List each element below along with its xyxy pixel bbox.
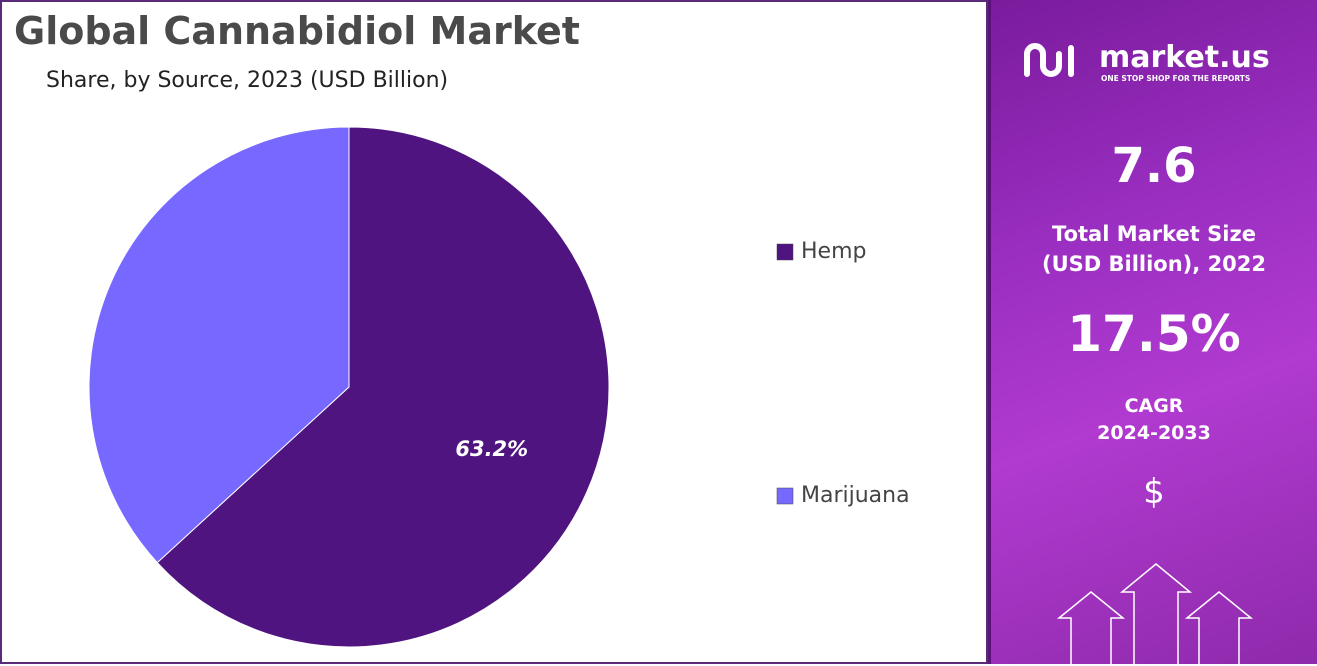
market-size-label: Total Market Size [1052,222,1256,246]
legend-label: Marijuana [801,483,910,508]
brand-tagline: ONE STOP SHOP FOR THE REPORTS [1101,74,1251,83]
growth-arrows [1056,563,1254,666]
chart-panel: Global Cannabidiol Market Share, by Sour… [0,0,988,664]
currency-icon: $ [1143,472,1165,512]
cagr-label: CAGR [1124,395,1184,417]
brand-name: market.us [1099,40,1270,75]
chart: Global Cannabidiol Market Share, by Sour… [14,9,910,648]
cagr: 17.5% [1067,305,1241,363]
pie-slice [156,126,610,648]
market-size: 7.6 [1111,138,1197,194]
market-size-label: (USD Billion), 2022 [1041,252,1267,276]
cagr-label: 2024-2033 [1097,422,1211,444]
pie-slice [88,126,350,564]
chart-subtitle: Share, by Source, 2023 (USD Billion) [46,68,448,93]
legend-swatch [776,243,794,261]
legend-swatch [776,487,794,505]
legend-label: Hemp [801,239,866,264]
chart-title: Global Cannabidiol Market [14,9,580,53]
brand-logo [1024,43,1074,77]
value-label: 63.2% [455,437,528,461]
sidebar: market.us ONE STOP SHOP FOR THE REPORTS … [988,0,1317,666]
